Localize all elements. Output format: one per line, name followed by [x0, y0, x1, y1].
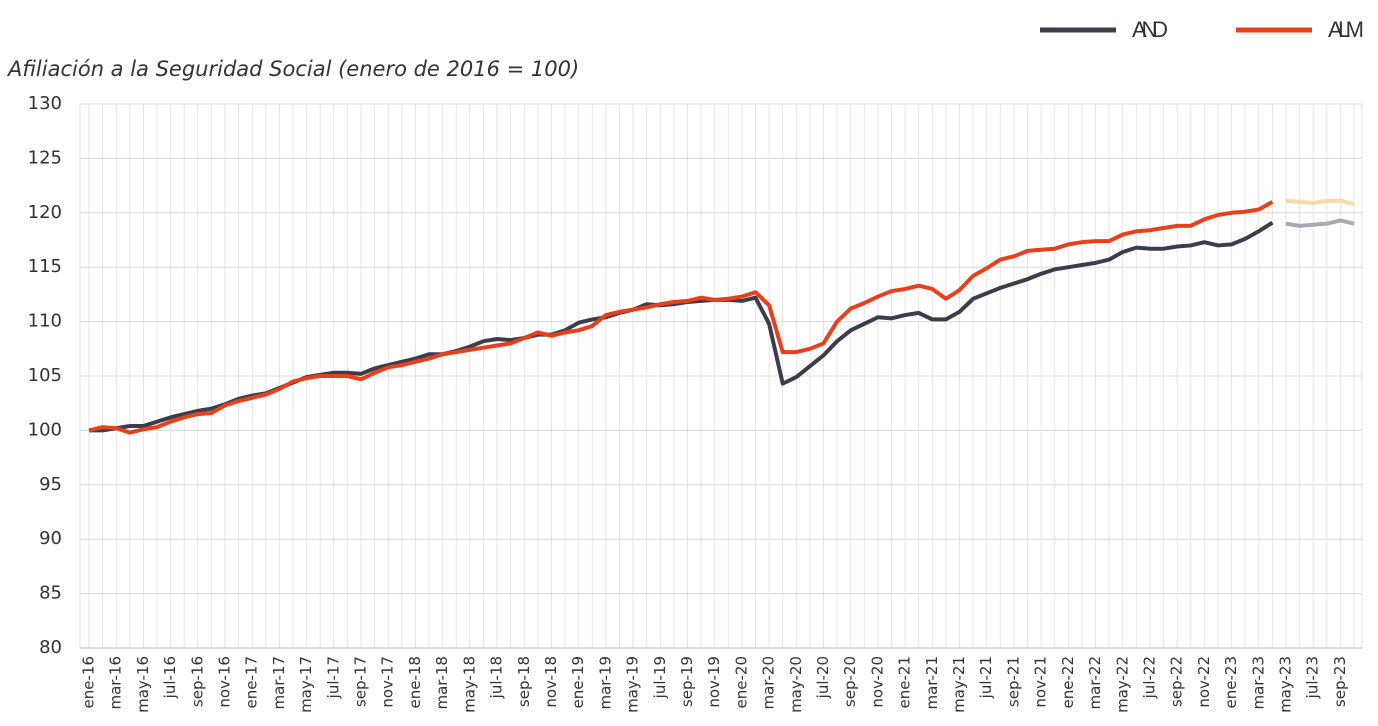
legend-label: AND	[1132, 17, 1168, 42]
x-tick-label: sep-18	[515, 656, 533, 707]
y-tick-label: 85	[39, 583, 62, 604]
x-tick-label: may-18	[460, 656, 478, 713]
x-tick-label: jul-18	[488, 656, 506, 699]
x-tick-label: mar-22	[1086, 656, 1104, 710]
x-tick-label: sep-16	[188, 656, 206, 707]
x-tick-label: jul-16	[161, 656, 179, 699]
x-tick-label: ene-18	[406, 656, 424, 708]
x-tick-label: jul-17	[324, 656, 342, 699]
x-tick-label: may-19	[624, 656, 642, 713]
x-tick-label: jul-21	[977, 656, 995, 699]
y-tick-label: 120	[28, 202, 62, 223]
x-tick-label: nov-20	[868, 656, 886, 708]
x-tick-label: sep-21	[1004, 656, 1022, 707]
y-tick-label: 115	[28, 256, 62, 277]
x-tick-label: may-21	[950, 656, 968, 713]
x-tick-label: ene-20	[732, 656, 750, 708]
y-tick-label: 90	[39, 528, 62, 549]
y-tick-label: 130	[28, 93, 62, 114]
x-tick-label: mar-23	[1249, 656, 1267, 710]
x-tick-label: jul-20	[814, 656, 832, 699]
x-tick-label: mar-21	[923, 656, 941, 710]
x-tick-label: jul-22	[1140, 656, 1158, 699]
x-tick-label: ene-19	[569, 656, 587, 708]
x-tick-label: may-20	[787, 656, 805, 713]
x-tick-label: mar-18	[433, 656, 451, 710]
x-tick-label: sep-22	[1168, 656, 1186, 707]
x-tick-label: may-16	[134, 656, 152, 713]
series-line	[88, 200, 1274, 435]
x-tick-label: may-22	[1113, 656, 1131, 713]
x-tick-label: nov-19	[705, 656, 723, 708]
x-tick-label: sep-23	[1331, 656, 1349, 707]
y-tick-label: 100	[28, 419, 62, 440]
x-tick-label: ene-17	[243, 656, 261, 708]
x-tick-label: sep-19	[678, 656, 696, 707]
x-tick-label: mar-19	[596, 656, 614, 710]
x-tick-label: may-17	[297, 656, 315, 713]
x-tick-label: nov-22	[1195, 656, 1213, 708]
x-tick-label: ene-23	[1222, 656, 1240, 708]
y-tick-label: 95	[39, 474, 62, 495]
y-tick-label: 110	[28, 311, 62, 332]
x-tick-label: nov-18	[542, 656, 560, 708]
x-tick-label: jul-23	[1304, 656, 1322, 699]
x-tick-label: nov-21	[1032, 656, 1050, 708]
x-tick-label: ene-21	[896, 656, 914, 708]
x-tick-label: jul-19	[651, 656, 669, 699]
y-tick-label: 80	[39, 637, 62, 658]
x-tick-label: nov-17	[379, 656, 397, 708]
chart-title: Afiliación a la Seguridad Social (enero …	[6, 57, 579, 81]
y-tick-label: 125	[28, 147, 62, 168]
x-tick-label: mar-16	[107, 656, 125, 710]
x-tick-label: sep-17	[352, 656, 370, 707]
x-tick-label: sep-20	[841, 656, 859, 707]
x-tick-label: mar-20	[760, 656, 778, 710]
x-tick-label: ene-22	[1059, 656, 1077, 708]
series-line	[89, 220, 1274, 433]
x-tick-label: may-23	[1276, 656, 1294, 713]
y-tick-label: 105	[28, 365, 62, 386]
legend-label: ALM	[1328, 17, 1364, 42]
x-tick-label: ene-16	[80, 656, 98, 708]
series-line	[1285, 198, 1355, 207]
series-line	[1285, 218, 1355, 228]
x-tick-label: mar-17	[270, 656, 288, 710]
x-tick-label: nov-16	[216, 656, 234, 708]
